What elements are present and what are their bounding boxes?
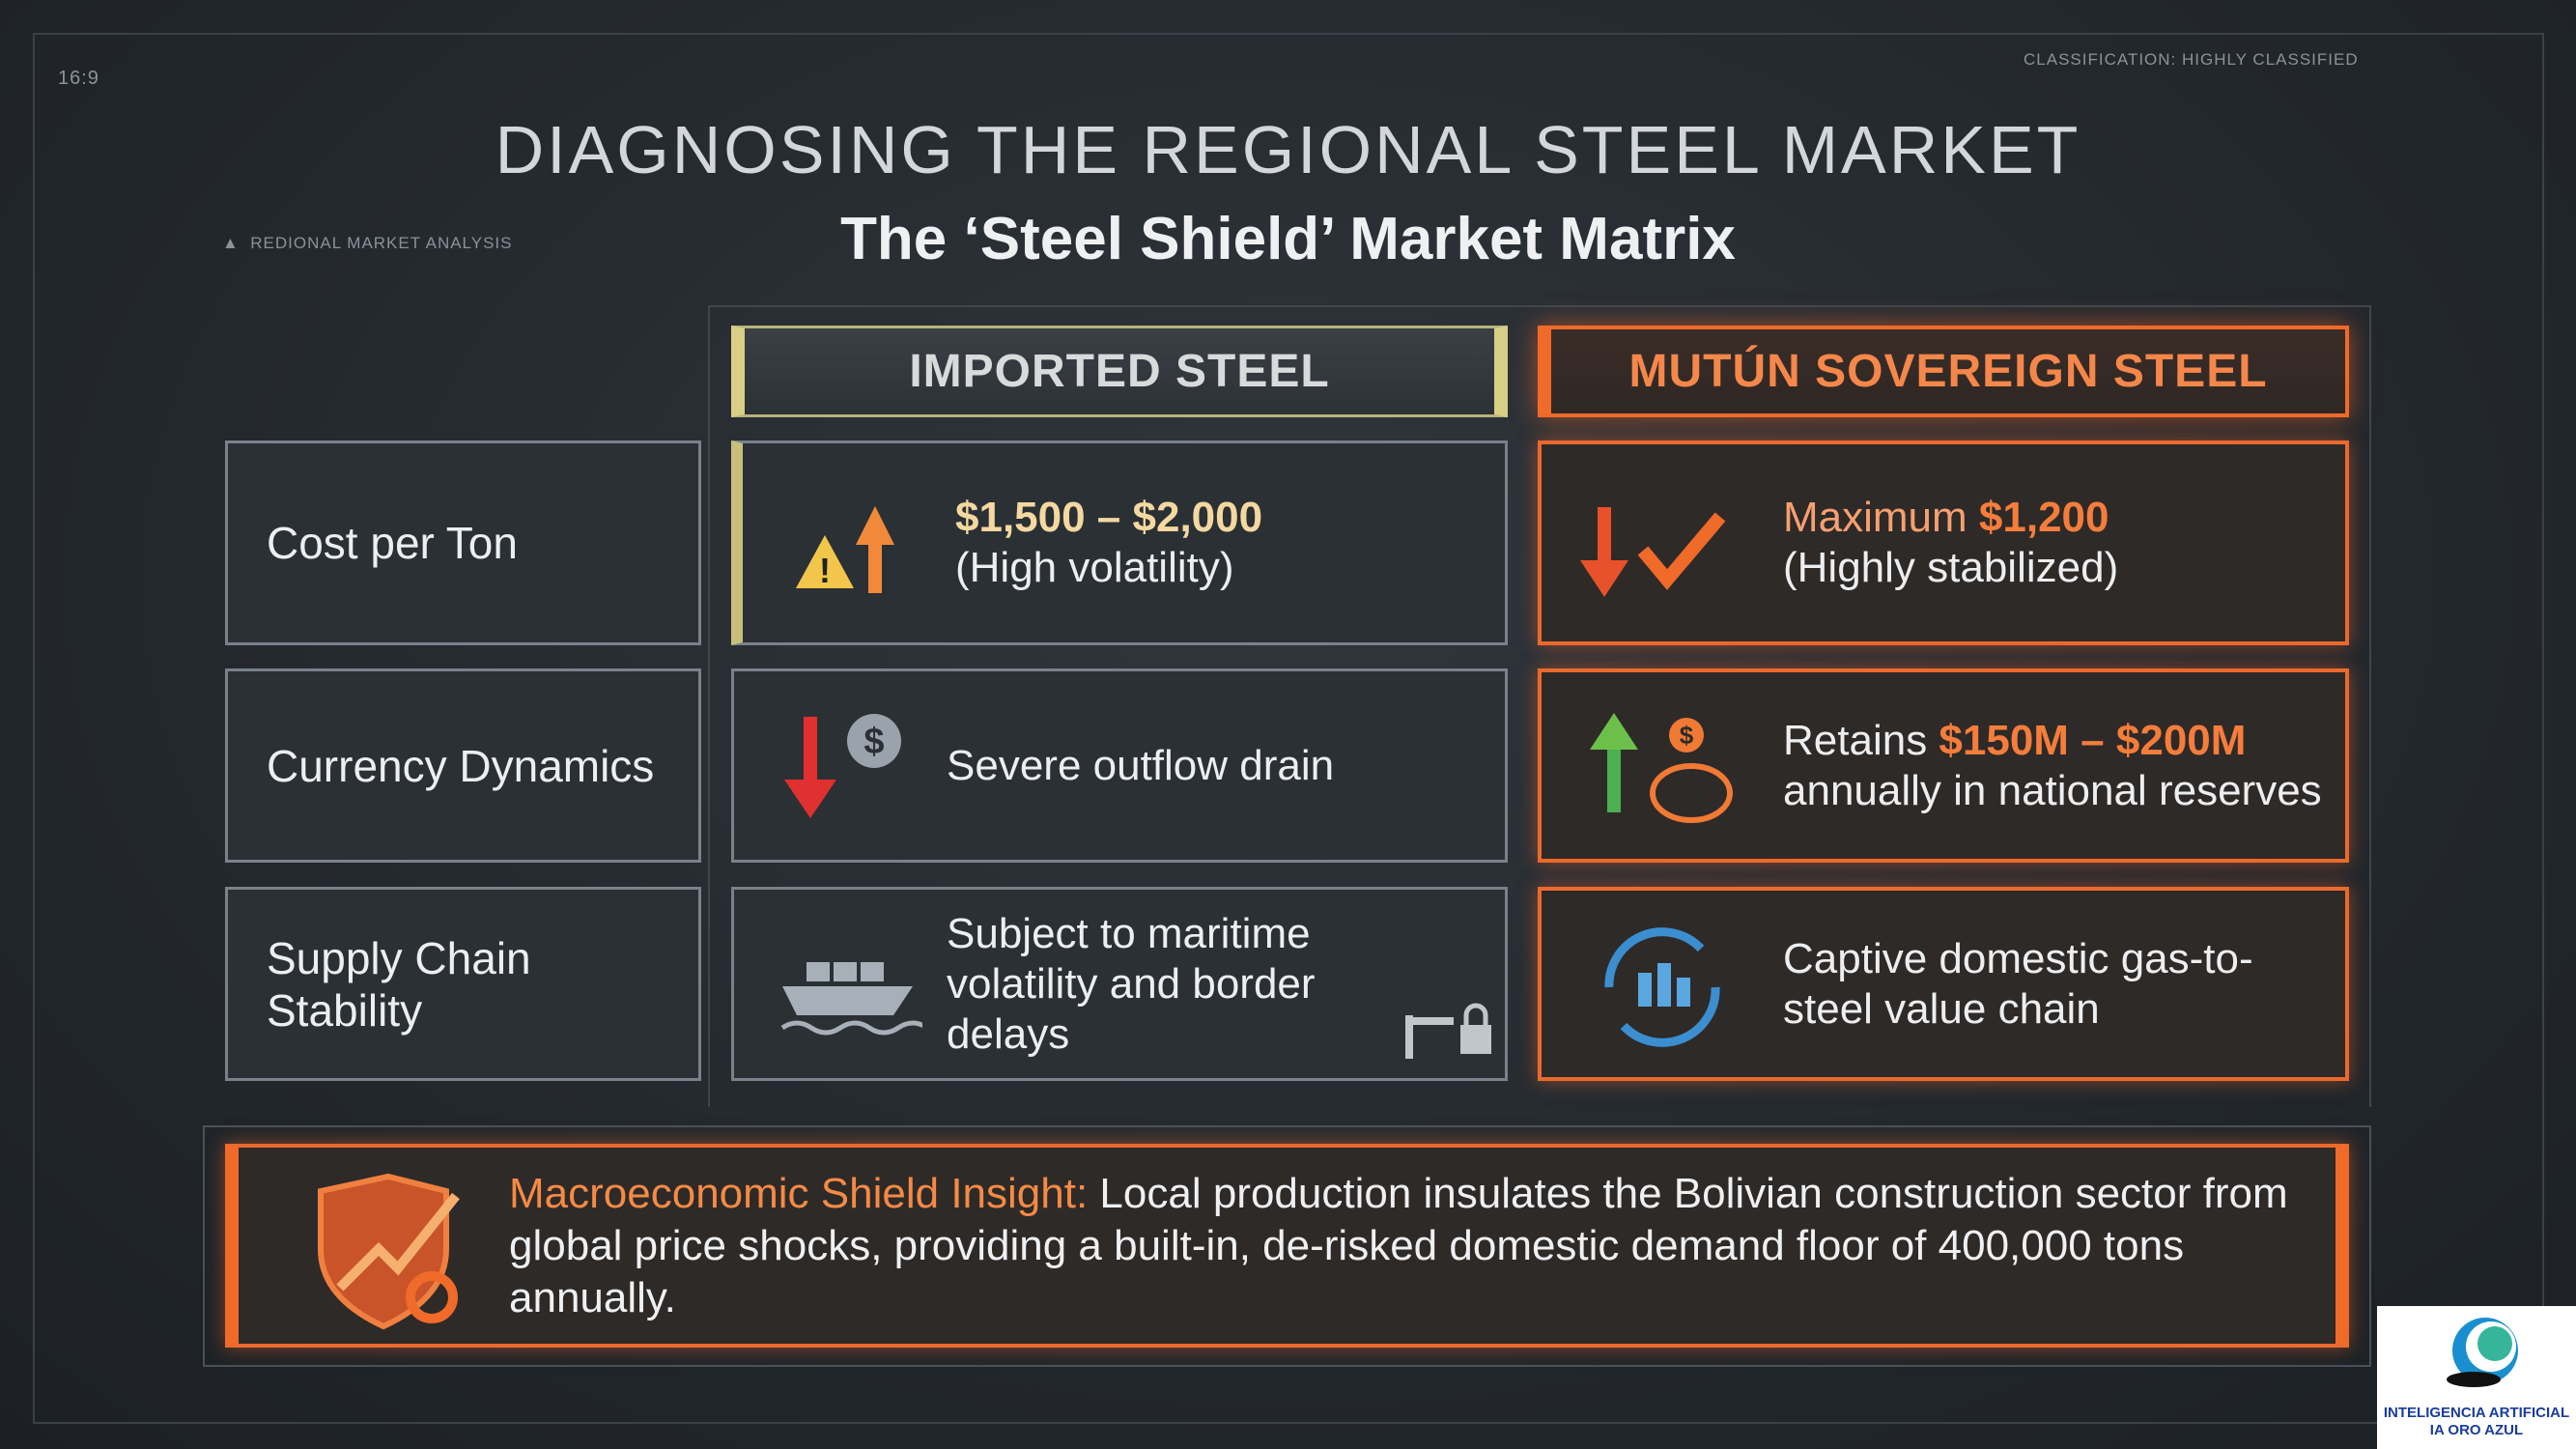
border-lock-icon: [1405, 1003, 1491, 1059]
cell: $ Retains $150M – $200M annually in natio…: [1538, 668, 2349, 863]
cell-text: Severe outflow drain: [947, 741, 1335, 789]
subtitle: The ‘Steel Shield’ Market Matrix: [840, 206, 1736, 272]
row-label-box: Currency Dynamics: [225, 668, 701, 863]
reserves-icon: $: [1590, 713, 1733, 823]
logo-line: IA ORO AZUL: [2429, 1422, 2524, 1438]
cell-lead: Maximum: [1783, 494, 1967, 541]
cell-text: Subject to maritime volatility and borde…: [947, 909, 1316, 1058]
row-label-box: Supply Chain Stability: [225, 887, 701, 1081]
insight-body: Local production insulates the Bolivian …: [509, 1169, 2288, 1321]
classification-label: CLASSIFICATION: HIGHLY CLASSIFIED: [2024, 50, 2359, 69]
cell: Subject to maritime volatility and borde…: [731, 887, 1508, 1081]
outflow-icon: $: [784, 714, 901, 818]
row-label: Currency Dynamics: [267, 740, 655, 791]
cell-text: Retains $150M – $200M annually in nationa…: [1783, 716, 2322, 816]
cell: $ Severe outflow drain: [731, 668, 1508, 863]
insight-label: Macroeconomic Shield Insight:: [509, 1169, 1089, 1217]
cell-note: (Highly stabilized): [1783, 544, 2119, 591]
cell: ! $1,500 – $2,000 (High volatility): [731, 440, 1508, 645]
cell-highlight: $150M – $200M: [1939, 716, 2247, 764]
value-chain-icon: [1604, 927, 1720, 1047]
row-label-box: Cost per Ton: [225, 440, 701, 645]
volatility-icon: !: [796, 506, 894, 593]
logo-line: INTELIGENCIA ARTIFICIAL: [2383, 1405, 2570, 1421]
cell-note: annually in national reserves: [1783, 766, 2322, 814]
stable-icon: [1580, 507, 1726, 597]
row-label: Cost per Ton: [267, 518, 518, 568]
row-label: Supply Chain Stability: [267, 932, 531, 1036]
column-header: MUTÚN SOVEREIGN STEEL: [1538, 326, 2349, 417]
title: DIAGNOSING THE REGIONAL STEEL MARKET: [495, 112, 2081, 187]
cell-text: $1,500 – $2,000 (High volatility): [955, 493, 1262, 593]
logo-text: INTELIGENCIA ARTIFICIAL IA ORO AZUL: [2377, 1405, 2576, 1439]
outer-frame: [33, 33, 2544, 1424]
cell-highlight: $1,500 – $2,000: [955, 494, 1263, 541]
shield-icon: [318, 1173, 460, 1330]
matrix-frame: [708, 305, 2371, 1107]
svg-text:$: $: [863, 722, 884, 762]
ship-icon: [780, 962, 922, 1036]
cell: Captive domestic gas-to-steel value chai…: [1538, 887, 2349, 1081]
column-header: IMPORTED STEEL: [731, 326, 1508, 417]
svg-text:$: $: [1680, 721, 1694, 750]
insight-frame: [203, 1125, 2371, 1367]
cell-note: (High volatility): [955, 544, 1234, 591]
cell: Maximum $1,200 (Highly stabilized): [1538, 440, 2349, 645]
logo: INTELIGENCIA ARTIFICIAL IA ORO AZUL: [2377, 1306, 2576, 1449]
logo-mark: [2447, 1318, 2518, 1387]
section-text: REDIONAL MARKET ANALYSIS: [250, 234, 513, 252]
cell-highlight: $1,200: [1978, 494, 2109, 541]
insight-text: Macroeconomic Shield Insight: Local prod…: [509, 1168, 2325, 1324]
cell-text: Captive domestic gas-to-steel value chai…: [1783, 934, 2253, 1033]
aspect-label: 16:9: [58, 68, 99, 89]
cell-lead: Retains: [1783, 716, 1928, 764]
cell-text: Maximum $1,200 (Highly stabilized): [1783, 493, 2118, 593]
section-label: ▲ REDIONAL MARKET ANALYSIS: [222, 234, 513, 252]
svg-text:!: !: [819, 551, 831, 590]
insight-box: Macroeconomic Shield Insight: Local prod…: [225, 1144, 2349, 1348]
